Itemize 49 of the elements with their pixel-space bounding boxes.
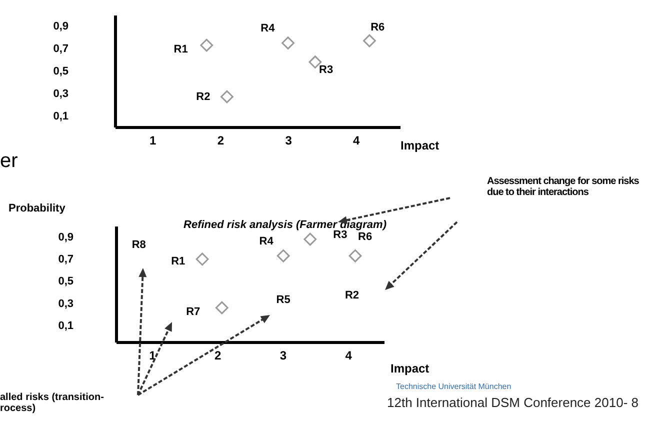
point [215,301,228,314]
x-axis-title: Impact [390,362,430,376]
annotation: R6 [358,231,372,244]
x-tick-label: 4 [345,348,352,362]
point [220,90,234,104]
point [348,249,362,262]
point [200,38,214,52]
x-tick-label: 3 [285,134,292,148]
y-axis-title: Probability [8,202,66,214]
y-tick-label: 0,3 [58,298,74,310]
annotation: R2 [196,90,210,103]
y-tick-label: 0,3 [53,88,68,100]
y-tick-label: 0,1 [58,320,74,332]
text: Assessment change for some risks due to their interactions [487,176,639,198]
x-tick-label: 1 [149,134,156,148]
annotation: R4 [260,22,276,34]
x-tick-label: 2 [214,348,222,362]
annotation: R5 [276,294,290,306]
y-tick-label: 0,9 [53,20,68,33]
annotation: R3 [333,228,348,241]
text: Technische Universität München [396,382,512,392]
x-tick-label: 1 [149,348,156,362]
point [304,232,317,246]
x-tick-label: 3 [280,348,287,362]
annotation: R2 [344,290,359,302]
y-tick-label: 0,5 [53,66,68,78]
text: 12th International DSM Conference 2010- 8 [387,395,638,410]
y-tick-label: 0,7 [58,254,74,266]
annotation: R6 [370,21,385,34]
x-tick-label: 4 [353,134,360,148]
point [363,34,376,48]
y-tick-label: 0,9 [58,232,74,244]
y-tick-label: 0,7 [53,43,68,56]
x-tick-label: 2 [217,134,224,148]
annotation: R7 [186,306,200,318]
annotation: R3 [319,64,334,76]
annotation: R1 [171,255,186,268]
point [276,249,290,262]
annotation: R8 [132,238,146,251]
text: er [0,150,18,172]
text: alled risks (transition- rocess) [0,392,104,414]
x-axis-title: Impact [400,138,440,152]
annotation: R4 [259,235,274,248]
y-tick-label: 0,1 [53,110,68,122]
annotation: R1 [174,44,188,56]
point [282,36,294,50]
y-tick-label: 0,5 [58,276,74,288]
point [196,252,209,266]
chart-title: Refined risk analysis (Farmer diagram) [184,219,387,231]
